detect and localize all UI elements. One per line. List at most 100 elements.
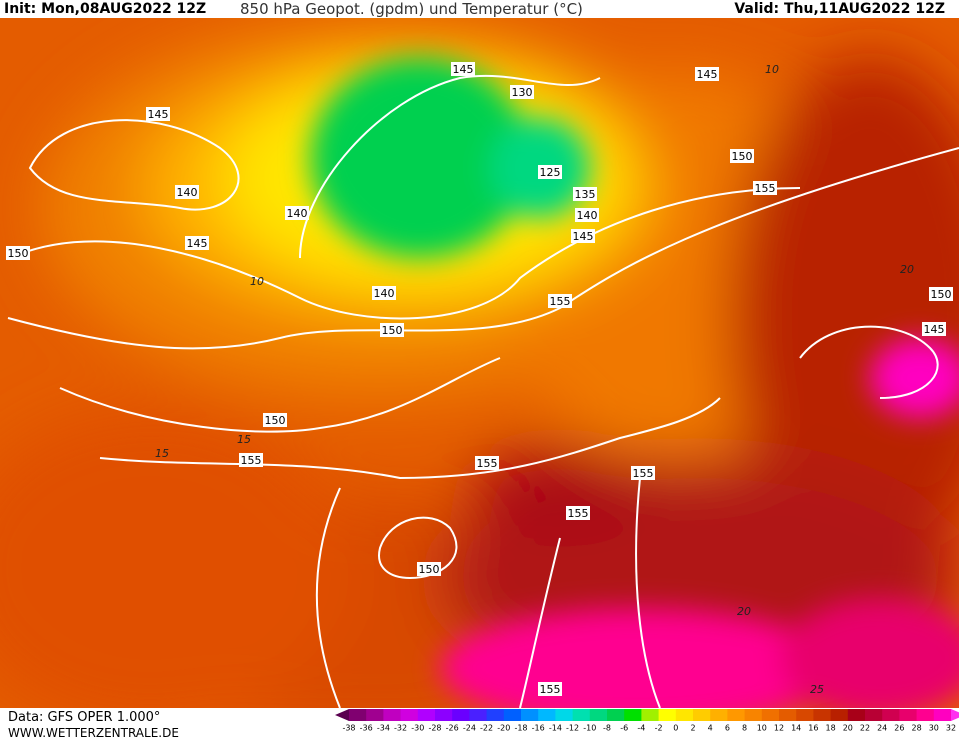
colorbar-swatch: [503, 709, 522, 721]
colorbar-swatch: [469, 709, 488, 721]
isotherm-label: 25: [810, 683, 824, 696]
init-time: Init: Mon,08AUG2022 12Z: [4, 1, 207, 17]
colorbar-label: 22: [860, 724, 870, 733]
colorbar-swatch: [486, 709, 505, 721]
contour-label: 150: [419, 563, 440, 576]
colorbar-swatch: [693, 709, 711, 721]
contour-label-box: [538, 165, 562, 179]
colorbar-swatch: [865, 709, 883, 721]
contour-label-box: [575, 208, 599, 222]
contour-label-box: [146, 107, 170, 121]
contour-label-box: [573, 187, 597, 201]
colorbar: -38 -36 -34 -32 -30 -28 -26 -24 -22 -20 -18 -16 -14-…: [335, 709, 959, 733]
colorbar-end: [335, 709, 349, 721]
contour-label: 145: [697, 68, 718, 81]
colorbar-label: 0: [673, 724, 678, 733]
colorbar-label: 16: [808, 724, 818, 733]
contour-label: 155: [477, 457, 498, 470]
colorbar-label: 2: [690, 724, 695, 733]
contour-label-box: [510, 85, 534, 99]
contour-label: 145: [187, 237, 208, 250]
colorbar-label: 18: [826, 724, 836, 733]
geopotential-contours: [7, 74, 959, 708]
contour-label-box: [175, 185, 199, 199]
website: WWW.WETTERZENTRALE.DE: [8, 726, 179, 740]
colorbar-swatch: [882, 709, 900, 721]
contour-label-box: [929, 287, 953, 301]
colorbar-swatch: [899, 709, 918, 721]
colorbar-label: 26: [894, 724, 904, 733]
colorbar-label: -36: [360, 724, 373, 733]
colorbar-swatch: [847, 709, 866, 721]
colorbar-label: -34: [377, 724, 390, 733]
contour-label-box: [380, 323, 404, 337]
contour-label-box: [285, 206, 309, 220]
contour-label: 155: [540, 683, 561, 696]
contour-label-box: [631, 466, 655, 480]
colorbar-label: 12: [774, 724, 784, 733]
colorbar-label: 8: [742, 724, 747, 733]
colorbar-swatch: [830, 709, 849, 721]
contour-label: 155: [550, 295, 571, 308]
contour-label-box: [571, 229, 595, 243]
isotherm-label: 15: [155, 447, 169, 460]
map-title: 850 hPa Geopot. (gpdm) und Temperatur (°…: [240, 0, 583, 18]
colorbar-swatch: [366, 709, 384, 721]
contour-label: 145: [573, 230, 594, 243]
contour-label-box: [475, 456, 499, 470]
contour-label-box: [263, 413, 287, 427]
colorbar-label: -30: [411, 724, 424, 733]
contour-label: 150: [265, 414, 286, 427]
colorbar-label: -16: [532, 724, 545, 733]
colorbar-label: -24: [463, 724, 476, 733]
colorbar-label: -20: [497, 724, 510, 733]
colorbar-swatch: [435, 709, 453, 721]
isotherm-label: 10: [250, 275, 264, 288]
contour-label: 125: [540, 166, 561, 179]
contour-label-box: [6, 246, 30, 260]
contour-label: 150: [8, 247, 29, 260]
contour-label: 145: [453, 63, 474, 76]
contour-label-box: [922, 322, 946, 336]
colorbar-swatch: [916, 709, 935, 721]
colorbar-label: 6: [725, 724, 730, 733]
contour-label: 150: [931, 288, 952, 301]
contour-label: 145: [924, 323, 945, 336]
contour-label: 155: [755, 182, 776, 195]
colorbar-label: -14: [549, 724, 562, 733]
contour-label: 155: [568, 507, 589, 520]
colorbar-swatch: [383, 709, 402, 721]
contour-label: 155: [633, 467, 654, 480]
contour-label: 145: [148, 108, 169, 121]
contour-label: 140: [374, 287, 395, 300]
contour-label-box: [566, 506, 590, 520]
colorbar-swatch: [675, 709, 694, 721]
isotherm-label: 15: [237, 433, 251, 446]
colorbar-swatch: [452, 709, 470, 721]
colorbar-label: -6: [620, 724, 628, 733]
colorbar-swatch: [796, 709, 814, 721]
colorbar-swatch: [624, 709, 642, 721]
colorbar-swatch: [933, 709, 952, 721]
colorbar-swatch: [710, 709, 728, 721]
colorbar-swatch: [761, 709, 780, 721]
colorbar-end: [951, 709, 959, 721]
contour-label-box: [417, 562, 441, 576]
colorbar-swatch: [607, 709, 625, 721]
colorbar-label: -26: [446, 724, 459, 733]
contour-label-box: [538, 682, 562, 696]
colorbar-label: -18: [514, 724, 527, 733]
colorbar-label: -22: [480, 724, 493, 733]
colorbar-label: -12: [566, 724, 579, 733]
contour-label: 150: [732, 150, 753, 163]
colorbar-swatch: [589, 709, 608, 721]
contour-label: 155: [241, 454, 262, 467]
isotherm-label: 20: [900, 263, 914, 276]
colorbar-swatch: [417, 709, 436, 721]
contour-label: 130: [512, 86, 533, 99]
contour-label: 140: [177, 186, 198, 199]
contour-label-box: [239, 453, 263, 467]
contour-label: 135: [575, 188, 596, 201]
contour-label-box: [753, 181, 777, 195]
colorbar-label: -8: [603, 724, 611, 733]
